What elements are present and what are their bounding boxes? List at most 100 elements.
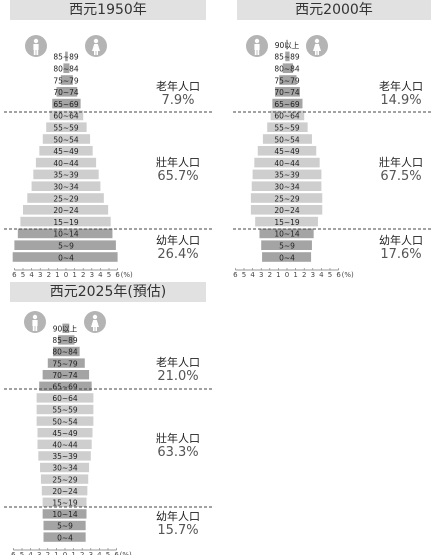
- pyramid-panel-1950: 西元1950年 0~4 5~9 10~14 15~19 20~24 25~29 30~34 3…: [0, 0, 218, 282]
- age-group-label: 85~89: [53, 53, 79, 62]
- bar-female: [65, 509, 87, 519]
- bar-male: [252, 169, 287, 180]
- icon-head: [92, 314, 98, 320]
- bar-female: [287, 75, 297, 85]
- bar-male: [58, 335, 65, 345]
- x-tick-label: 4: [319, 271, 324, 279]
- bar-male: [285, 51, 287, 62]
- age-group-label: 40~44: [274, 159, 300, 168]
- x-tick-label: 1: [55, 271, 59, 279]
- young-percentage: 17.6%: [380, 247, 422, 262]
- bar-female: [65, 532, 86, 542]
- bar-male: [272, 98, 287, 109]
- x-tick-label: 5: [21, 271, 25, 279]
- bar-male: [255, 216, 287, 227]
- bar-male: [36, 393, 65, 403]
- age-group-label: 70~74: [274, 88, 300, 97]
- bar-male: [41, 486, 65, 496]
- age-group-label: 65~69: [274, 100, 300, 109]
- female-person-icon: [85, 35, 107, 57]
- icon-body: [91, 320, 99, 327]
- age-group-label: 0~4: [58, 253, 74, 262]
- age-group-label: 30~34: [274, 183, 300, 192]
- icon-head: [93, 38, 99, 44]
- age-group-label: 15~19: [274, 218, 300, 227]
- bar-male: [279, 75, 287, 85]
- bar-female: [66, 157, 97, 168]
- elder-percentage: 7.9%: [161, 93, 195, 108]
- bar-female: [287, 87, 300, 97]
- age-group-label: 30~34: [52, 464, 78, 473]
- x-tick-label: 1: [54, 551, 58, 555]
- age-group-label: 35~39: [274, 171, 300, 180]
- bar-female: [66, 252, 118, 262]
- bar-male: [36, 404, 65, 415]
- age-group-label: 10~14: [53, 230, 79, 239]
- bar-male: [39, 381, 65, 391]
- young-percentage: 15.7%: [157, 523, 199, 538]
- bar-female: [65, 381, 92, 391]
- icon-body: [313, 44, 321, 51]
- x-tick-label: 3: [89, 551, 93, 555]
- bar-female: [287, 216, 318, 227]
- icon-head: [254, 38, 260, 44]
- bar-female: [66, 205, 109, 215]
- bar-female: [65, 451, 91, 461]
- bar-male: [42, 134, 66, 144]
- bar-female: [66, 75, 73, 85]
- bar-female: [65, 346, 80, 357]
- chart-title: 西元2000年: [237, 0, 431, 20]
- bar-male: [274, 87, 287, 97]
- bar-female: [66, 122, 87, 132]
- bar-male: [259, 228, 287, 239]
- x-tick-label: 2: [47, 271, 51, 279]
- bar-male: [261, 240, 287, 250]
- age-group-label: 0~4: [279, 253, 295, 262]
- young-percentage: 26.4%: [157, 247, 199, 262]
- icon-body: [92, 44, 100, 51]
- elder-label: 老年人口: [379, 80, 423, 93]
- bar-female: [65, 462, 90, 473]
- x-tick-label: 3: [90, 271, 94, 279]
- icon-leg: [94, 51, 96, 55]
- bar-female: [287, 110, 305, 121]
- age-group-label: 85~89: [52, 336, 78, 345]
- age-group-label: 40~44: [52, 441, 78, 450]
- x-tick-label: 0: [64, 271, 68, 279]
- x-tick-label: 3: [259, 271, 263, 279]
- bar-male: [46, 122, 66, 132]
- icon-leg: [32, 326, 35, 331]
- age-group-label: 25~29: [274, 194, 300, 203]
- x-tick-label: 5: [107, 271, 111, 279]
- bar-male: [52, 346, 65, 357]
- bar-female: [65, 439, 92, 449]
- bar-female: [287, 205, 323, 215]
- elder-summary: 老年人口 7.9%: [138, 80, 218, 108]
- age-group-label: 50~54: [52, 417, 78, 426]
- female-person-icon: [84, 311, 106, 333]
- age-group-label: 35~39: [53, 171, 79, 180]
- working-label: 壯年人口: [156, 432, 200, 445]
- x-tick-label: 6: [233, 271, 238, 279]
- age-group-label: 25~29: [53, 194, 79, 203]
- bar-male: [49, 110, 66, 121]
- icon-leg: [95, 327, 97, 331]
- x-tick-label: 2: [81, 271, 85, 279]
- male-person-icon: [24, 311, 46, 333]
- age-group-label: 20~24: [53, 206, 79, 215]
- bar-female: [65, 323, 70, 333]
- bar-female: [65, 486, 88, 496]
- pyramid-chart: 0~4 5~9 10~14 15~19 20~24 25~29 30~34 35~39 40~4…: [4, 311, 214, 555]
- icon-leg: [36, 50, 39, 55]
- bar-female: [65, 335, 75, 345]
- bar-female: [65, 416, 94, 426]
- bar-male: [282, 63, 287, 73]
- bar-male: [62, 323, 65, 333]
- bar-male: [56, 87, 66, 97]
- x-tick-label: 2: [46, 551, 50, 555]
- bar-female: [66, 193, 104, 203]
- bar-female: [65, 404, 94, 415]
- bar-male: [250, 205, 287, 215]
- working-percentage: 63.3%: [157, 445, 199, 460]
- elder-percentage: 14.9%: [380, 93, 422, 108]
